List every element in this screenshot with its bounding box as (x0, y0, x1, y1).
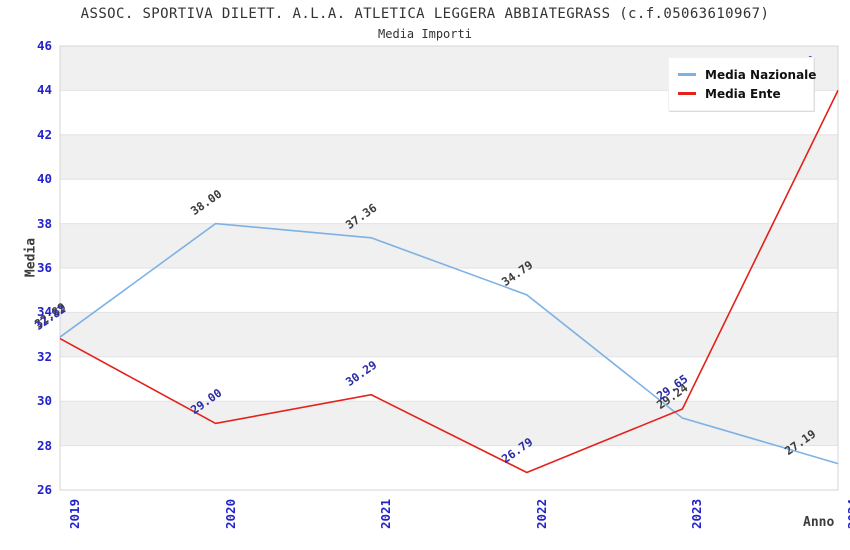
plot-band (60, 223, 838, 268)
legend: Media Nazionale Media Ente (668, 57, 816, 111)
x-tick-label: 2023 (689, 498, 705, 529)
legend-item-media-nazionale: Media Nazionale (678, 65, 816, 84)
y-tick-label: 36 (36, 260, 52, 275)
media-nazionale-line-swatch (678, 73, 696, 76)
y-tick-label: 38 (36, 215, 52, 231)
chart-subtitle: Media Importi (378, 27, 472, 41)
plot-border (59, 45, 839, 491)
x-tick-label: 2020 (222, 498, 238, 529)
legend-item-media-ente: Media Ente (678, 84, 805, 103)
series-line-media-ente (59, 90, 839, 474)
y-tick-label: 26 (36, 482, 52, 497)
y-tick-label: 44 (36, 82, 52, 98)
x-tick-label: 2019 (67, 498, 82, 529)
chart-title: ASSOC. SPORTIVA DILETT. A.L.A. ATLETICA … (80, 6, 770, 22)
x-tick-label: 2021 (378, 498, 394, 529)
media-ente-line-swatch (678, 92, 696, 95)
y-tick-label: 34 (36, 304, 52, 320)
x-axis-title: Anno (803, 515, 835, 530)
plot-band (60, 356, 838, 402)
y-tick-label: 42 (36, 126, 52, 142)
x-tick-label: 2022 (533, 498, 549, 529)
plot-band (60, 312, 838, 357)
plot-band (60, 268, 838, 313)
y-tick-label: 40 (36, 171, 52, 187)
plot-band (60, 401, 838, 446)
y-tick-label: 32 (36, 348, 52, 364)
plot-band (60, 179, 838, 224)
x-tick-label: 2024 (845, 498, 850, 529)
legend-label-media-nazionale: Media Nazionale (705, 67, 817, 82)
y-tick-label: 46 (36, 38, 52, 53)
y-tick-label: 28 (36, 437, 52, 453)
series-line-media-nazionale (59, 222, 839, 465)
legend-label-media-ente: Media Ente (705, 86, 781, 101)
y-tick-label: 30 (36, 393, 52, 409)
plot-band (60, 134, 838, 180)
plot-band (60, 445, 838, 490)
